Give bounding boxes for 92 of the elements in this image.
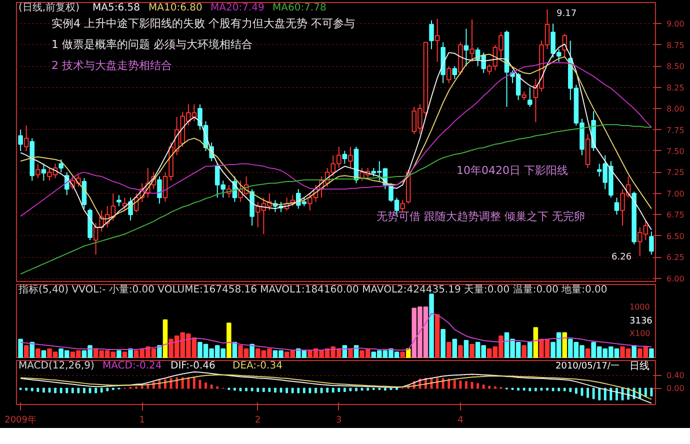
bar bbox=[528, 342, 532, 358]
chart-title: 指标(5,40) VVOL:- 小量:0.00 VOLUME:167458.16 MAVOL1:184160.00 MAVOL2:424435.19 天量:0.00 温量:0.00 地量:0.00 bbox=[18, 284, 608, 296]
bar bbox=[157, 345, 162, 358]
y-tick-label: 6.25 bbox=[666, 253, 684, 262]
bar bbox=[36, 348, 40, 358]
annotation: 实例4 上升中途下影阳线的失败 个股有力但大盘无势 不可参与 bbox=[52, 17, 355, 30]
bar bbox=[30, 342, 35, 358]
text: MA60:7.78 bbox=[272, 2, 326, 14]
annotation: 1 做票是概率的问题 必须与大环境相结合 bbox=[52, 38, 252, 51]
candlestick bbox=[400, 200, 405, 213]
bar bbox=[458, 345, 463, 358]
candlestick bbox=[342, 150, 348, 164]
y-tick-label: 0.00 bbox=[666, 384, 684, 394]
bar bbox=[649, 348, 654, 358]
bar bbox=[429, 294, 434, 358]
text: MA10:6.80 bbox=[148, 2, 202, 14]
candlestick bbox=[348, 146, 353, 168]
candlestick bbox=[464, 28, 469, 67]
annotation: 10年0420日 下影阳线 bbox=[456, 164, 568, 177]
annotation: 1000 bbox=[630, 302, 650, 312]
bar bbox=[522, 345, 526, 358]
series-label: MACD:-0.24 bbox=[102, 360, 162, 372]
candlestick bbox=[41, 163, 46, 182]
y-tick-label: 7.25 bbox=[666, 168, 684, 178]
bar bbox=[24, 345, 29, 358]
annotation: X100 bbox=[630, 328, 650, 338]
bar bbox=[434, 314, 440, 358]
bar bbox=[446, 342, 452, 358]
series-label: DIF:-0.46 bbox=[170, 360, 216, 372]
y-tick-label: 9.00 bbox=[666, 20, 684, 29]
annotation: 无势可借 跟随大趋势调整 倾巢之下 无完卵 bbox=[376, 210, 585, 224]
bar bbox=[585, 348, 590, 358]
annotation: 2 技术与大盘走势相结合 bbox=[52, 59, 172, 72]
x-tick-label: 1 bbox=[139, 416, 145, 426]
y-tick-label: 7.00 bbox=[666, 189, 684, 198]
y-tick-label: 6.75 bbox=[666, 210, 684, 220]
candlestick bbox=[452, 66, 458, 80]
candlestick bbox=[470, 18, 474, 62]
bar bbox=[562, 332, 568, 358]
annotation: 9.17 bbox=[556, 8, 577, 19]
y-tick-label: 0.40 bbox=[666, 371, 684, 380]
line-series bbox=[20, 124, 652, 275]
candlestick bbox=[24, 125, 29, 152]
text: MA5:6.58 bbox=[92, 2, 140, 14]
bar bbox=[116, 350, 122, 358]
annotation: 6.26 bbox=[612, 252, 632, 262]
y-tick-label: 7.75 bbox=[666, 126, 684, 135]
bar bbox=[400, 352, 405, 358]
bar bbox=[122, 352, 128, 358]
candlestick bbox=[429, 20, 434, 50]
y-tick-label: 6.50 bbox=[666, 232, 684, 241]
y-tick-label: 8.50 bbox=[666, 62, 684, 72]
bar bbox=[18, 338, 23, 358]
candlestick bbox=[434, 18, 440, 62]
bar bbox=[440, 329, 446, 358]
bar bbox=[452, 338, 458, 358]
candlestick bbox=[116, 194, 122, 207]
x-tick-label: 3 bbox=[336, 416, 342, 426]
candlestick bbox=[18, 129, 23, 152]
x-tick-label: 2009年 bbox=[4, 414, 37, 426]
annotation: 3136 bbox=[630, 316, 653, 327]
candlestick bbox=[649, 231, 654, 255]
y-tick-label: 6.00 bbox=[666, 274, 684, 284]
candlestick bbox=[562, 33, 568, 58]
bar bbox=[470, 344, 474, 358]
candlestick bbox=[614, 197, 620, 216]
bar bbox=[41, 350, 46, 358]
candlestick bbox=[528, 86, 532, 108]
series-label: DEA:-0.34 bbox=[232, 360, 282, 372]
annotation: 日线 bbox=[630, 360, 650, 372]
candlestick bbox=[93, 222, 98, 255]
candlestick bbox=[36, 163, 40, 179]
chart-title: MACD(12,26,9) bbox=[18, 360, 95, 372]
candlestick bbox=[446, 66, 452, 84]
bar bbox=[250, 344, 254, 358]
y-tick-label: 8.75 bbox=[666, 40, 684, 50]
y-tick-label: 8.00 bbox=[666, 104, 684, 114]
bar bbox=[632, 345, 636, 358]
bar bbox=[162, 319, 168, 358]
x-tick-label: 4 bbox=[458, 416, 464, 426]
candlestick bbox=[157, 176, 162, 204]
candlestick bbox=[58, 158, 64, 173]
bar bbox=[348, 348, 353, 358]
annotation: 2010/05/17/一 bbox=[556, 362, 620, 372]
chart-title: (日线,前复权) bbox=[18, 2, 80, 14]
y-tick-label: 8.25 bbox=[666, 83, 684, 92]
bar bbox=[464, 340, 469, 358]
bar bbox=[226, 322, 232, 358]
x-tick-label: 2 bbox=[255, 416, 261, 426]
text: MA20:7.49 bbox=[210, 2, 264, 14]
y-tick-label: 7.50 bbox=[666, 146, 684, 156]
bar bbox=[533, 327, 538, 358]
